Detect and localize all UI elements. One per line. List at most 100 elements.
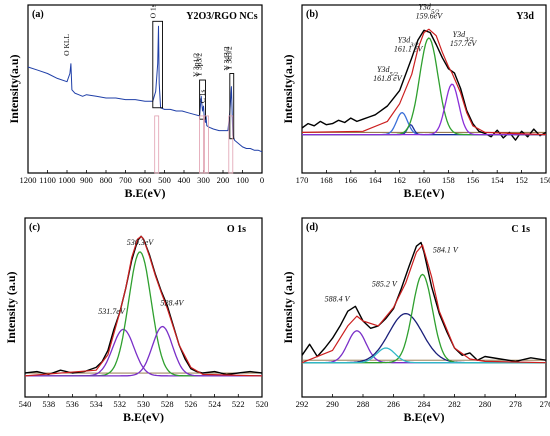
peak-label: 588.4 V — [325, 294, 351, 303]
x-tick-label: 500 — [158, 175, 171, 185]
x-tick-label: 520 — [256, 399, 269, 409]
panel-a-wide-survey: 1200 1100 1000 900 800 700 600 500 400 300 200 100 0… — [7, 4, 264, 200]
x-tick-label: 154 — [491, 175, 505, 185]
x-tick-label: 166 — [344, 175, 357, 185]
reference-marker — [199, 115, 204, 174]
component-peak-line — [25, 251, 262, 377]
x-tick-label: 292 — [296, 399, 309, 409]
peak-label: 531.7eV — [98, 307, 126, 316]
x-tick-label: 1100 — [39, 175, 56, 185]
panel-title: O 1s — [227, 224, 246, 235]
y-axis-label: Intensity(a.u) — [7, 54, 21, 123]
panel-label: (a) — [32, 9, 44, 20]
x-tick-label: 528 — [161, 399, 174, 409]
peak-label: 585.2 V — [372, 280, 398, 289]
peak-value: 159.6eV — [416, 11, 444, 20]
x-tick-label: 540 — [19, 399, 32, 409]
panel-label: (d) — [306, 222, 318, 233]
panel-b-y3d: 170 168 166 164 162 160 158 156 154 152 150 B.E(eV)… — [281, 2, 550, 200]
x-tick-label: 286 — [387, 399, 400, 409]
x-tick-label: 522 — [232, 399, 245, 409]
peak-label: Y3d3/2 — [453, 30, 475, 43]
y-axis-label: Intensity(a.u) — [281, 54, 295, 123]
x-tick-label: 530 — [137, 399, 150, 409]
reference-marker — [228, 115, 234, 174]
panel-label: (b) — [306, 9, 318, 20]
panel-title: Y2O3/RGO NCs — [186, 11, 258, 22]
peak-label: 528.4V — [160, 298, 184, 307]
x-axis-label: B.E(eV) — [123, 410, 164, 424]
peak-annotation: Y 3d3/2 — [222, 46, 231, 70]
x-axis-label: B.E(eV) — [404, 186, 445, 200]
peak-annotation: Y 3p1/2 — [192, 53, 201, 77]
x-tick-label: 900 — [80, 175, 93, 185]
peak-label: Y3d5/2 — [418, 2, 440, 15]
reference-marker — [154, 115, 160, 174]
x-tick-label: 534 — [90, 399, 104, 409]
x-tick-label: 170 — [296, 175, 309, 185]
x-axis-label: B.E(eV) — [404, 410, 445, 424]
peak-label: 530.3eV — [127, 238, 155, 247]
x-tick-label: 164 — [369, 175, 383, 185]
x-tick-label: 160 — [418, 175, 431, 185]
peak-highlight-box — [229, 73, 235, 140]
x-tick-label: 158 — [442, 175, 455, 185]
x-tick-label: 168 — [320, 175, 333, 185]
x-tick-label: 150 — [540, 175, 550, 185]
fit-envelope-line — [301, 28, 547, 136]
x-tick-label: 524 — [208, 399, 222, 409]
x-tick-label: 280 — [479, 399, 492, 409]
x-tick-label: 532 — [113, 399, 126, 409]
x-tick-label: 536 — [66, 399, 79, 409]
panel-title: Y3d — [516, 11, 534, 22]
peak-annotation: O 1s — [149, 4, 158, 18]
raw-data-line — [301, 241, 547, 363]
x-tick-label: 526 — [185, 399, 198, 409]
panel-d-c1s: 292 290 288 286 284 282 280 278 276 B.E(eV) Intens… — [281, 217, 550, 424]
panel-label: (c) — [29, 222, 40, 233]
x-tick-label: 284 — [418, 399, 432, 409]
plot-frame — [27, 4, 263, 174]
peak-label: 584.1 V — [433, 245, 459, 254]
raw-data-line — [301, 29, 547, 141]
y-axis-label: Intensity (a.u) — [281, 271, 295, 343]
x-tick-label: 290 — [326, 399, 339, 409]
x-tick-label: 156 — [466, 175, 479, 185]
x-tick-label: 278 — [509, 399, 522, 409]
reference-marker — [204, 115, 209, 174]
x-tick-label: 1000 — [59, 175, 76, 185]
x-tick-label: 300 — [197, 175, 210, 185]
x-tick-label: 200 — [217, 175, 230, 185]
peak-highlight-box — [199, 79, 206, 120]
x-tick-label: 700 — [119, 175, 132, 185]
component-peak-line — [302, 347, 546, 364]
x-axis-label: B.E(eV) — [125, 186, 166, 200]
x-tick-label: 538 — [42, 399, 55, 409]
x-tick-label: 276 — [540, 399, 550, 409]
component-peak-line — [302, 83, 546, 136]
peak-annotation: Y 3p3/2 — [195, 53, 204, 77]
peak-annotation: C 1s — [198, 89, 207, 103]
x-tick-label: 282 — [448, 399, 461, 409]
x-tick-label: 800 — [100, 175, 113, 185]
component-peak-line — [25, 328, 262, 377]
x-tick-label: 152 — [515, 175, 528, 185]
x-tick-label: 0 — [260, 175, 264, 185]
peak-highlight-box — [152, 20, 164, 109]
fit-envelope-line — [24, 235, 263, 377]
panel-c-o1s: 540 538 536 534 532 530 528 526 524 522 520 B.E(eV)… — [4, 217, 269, 424]
component-peak-line — [302, 312, 546, 364]
peak-value: 157.7eV — [450, 39, 478, 48]
component-peak-line — [25, 325, 262, 377]
component-peak-line — [302, 273, 546, 364]
y-axis-label: Intensity (a.u) — [4, 271, 18, 343]
x-tick-label: 1200 — [20, 175, 37, 185]
peak-label: Y3d3/2 — [398, 35, 420, 48]
x-tick-label: 400 — [178, 175, 191, 185]
plot-frame — [301, 217, 547, 398]
survey-spectrum-line — [27, 25, 263, 153]
x-tick-label: 162 — [393, 175, 406, 185]
x-tick-label: 100 — [236, 175, 249, 185]
peak-annotation: O KLL — [62, 34, 71, 56]
